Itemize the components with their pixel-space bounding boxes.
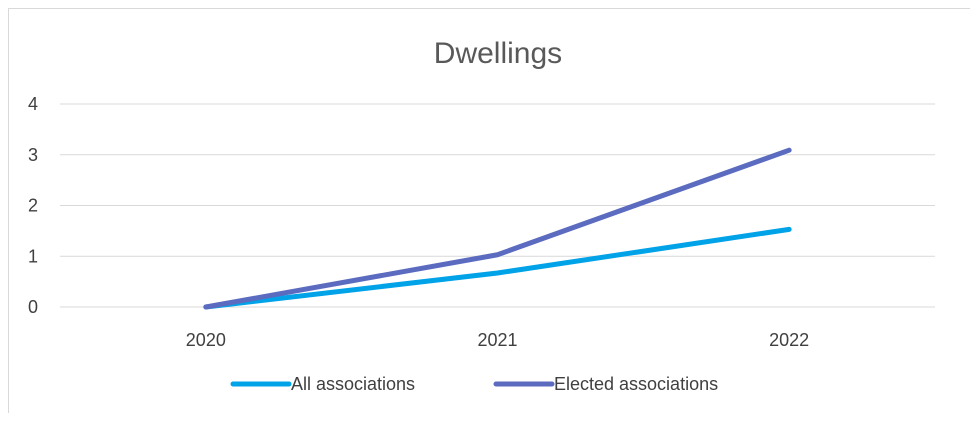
y-tick-label: 1 (28, 246, 38, 266)
y-tick-label: 0 (28, 297, 38, 317)
x-tick-label: 2020 (186, 330, 226, 350)
chart-frame (8, 8, 970, 413)
series-line-0 (203, 226, 792, 310)
legend-label-1: Elected associations (554, 374, 718, 394)
y-tick-label: 3 (28, 145, 38, 165)
y-tick-label: 2 (28, 196, 38, 216)
y-axis: 0 1 2 3 4 (28, 94, 38, 317)
x-tick-label: 2022 (769, 330, 809, 350)
y-tick-label: 4 (28, 94, 38, 114)
legend-label-0: All associations (291, 374, 415, 394)
gridlines (60, 103, 935, 308)
chart-title: Dwellings (434, 37, 562, 70)
legend: All associations Elected associations (230, 374, 718, 394)
x-tick-label: 2021 (477, 330, 517, 350)
x-axis: 2020 2021 2022 (186, 330, 809, 350)
series-line-1 (203, 147, 792, 310)
series-lines (203, 147, 792, 310)
